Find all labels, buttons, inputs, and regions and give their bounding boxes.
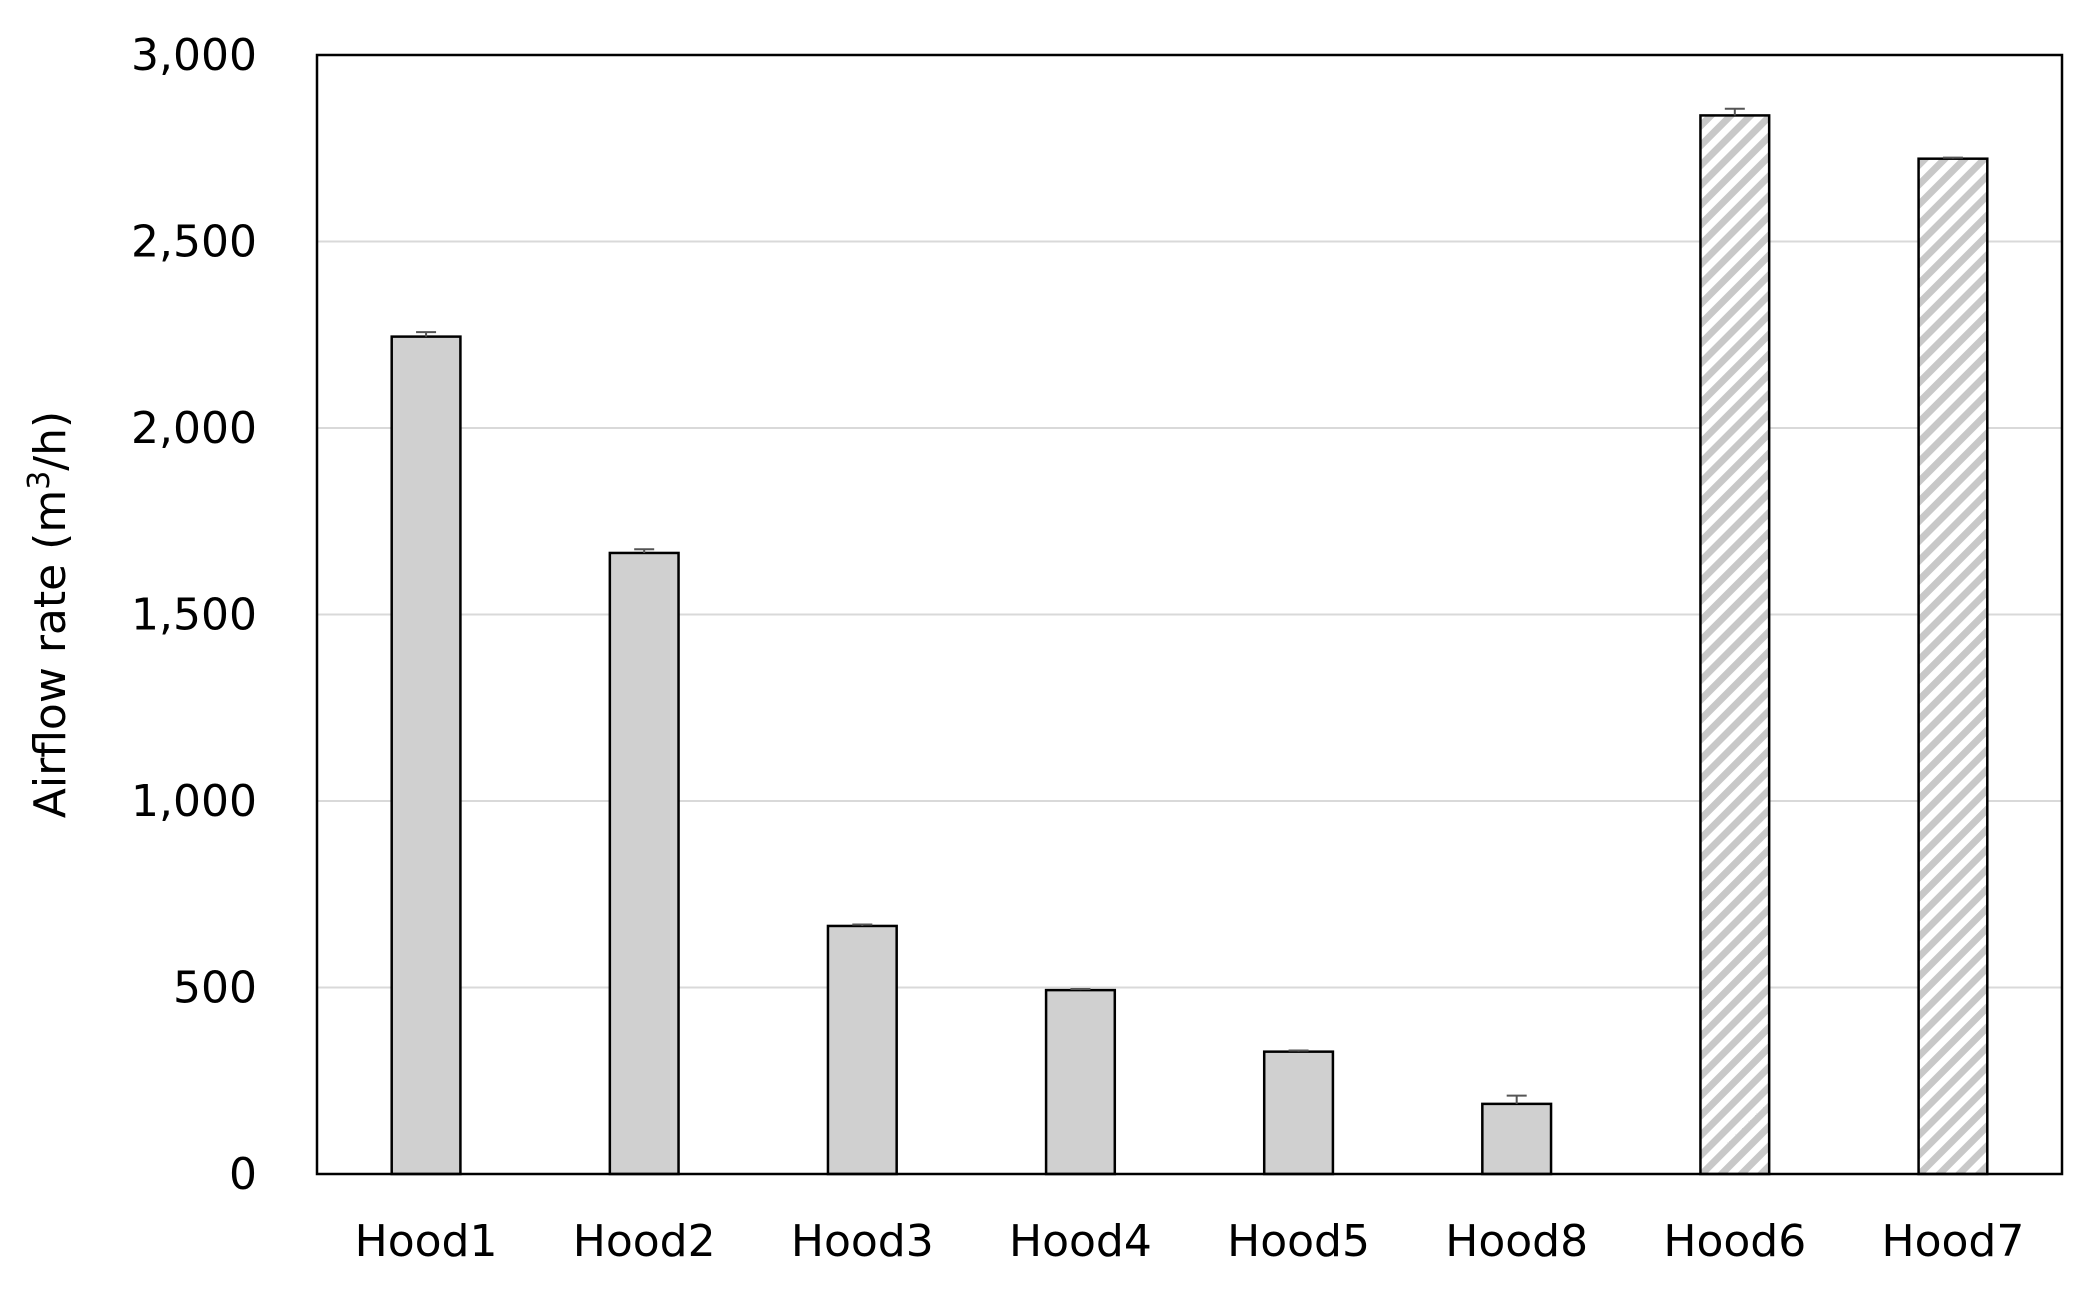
x-tick-label: Hood2 [573, 1216, 716, 1267]
x-tick-label: Hood1 [355, 1216, 498, 1267]
y-tick-label: 2,000 [131, 403, 257, 454]
error-bars [416, 107, 1963, 1104]
error-bar-hood3 [852, 923, 873, 926]
bar-hood3 [826, 924, 898, 1176]
x-tick-label: Hood4 [1009, 1216, 1152, 1267]
bar-hood1 [390, 335, 462, 1176]
bar-hood2 [608, 551, 680, 1176]
error-bar-hood4 [1070, 987, 1091, 991]
y-axis-title: Airflow rate (m3/h) [22, 411, 76, 818]
x-tick-label: Hood6 [1663, 1216, 1806, 1267]
y-tick-label: 2,500 [131, 217, 257, 268]
bar-hood6 [1699, 114, 1771, 1176]
bar-hood8 [1481, 1102, 1553, 1176]
error-bar-hood2 [634, 548, 655, 553]
error-bar-hood6 [1724, 107, 1745, 116]
bar-hood4 [1044, 988, 1117, 1176]
bar-hood5 [1262, 1050, 1335, 1176]
y-tick-label: 1,000 [131, 776, 257, 827]
bars [390, 114, 1989, 1176]
bar-hood7 [1917, 157, 1989, 1176]
grid-lines [317, 240, 2062, 989]
y-tick-label: 3,000 [131, 30, 257, 81]
plot-frame [315, 53, 2064, 1176]
x-axis-ticks: Hood1 Hood2 Hood3 Hood4 Hood5 Hood8 Hood6 Hood7 [355, 1216, 2025, 1267]
x-tick-label: Hood7 [1882, 1216, 2025, 1267]
y-tick-label: 1,500 [131, 590, 257, 641]
y-tick-label: 500 [173, 963, 257, 1014]
x-tick-label: Hood8 [1445, 1216, 1588, 1267]
error-bar-hood5 [1288, 1049, 1309, 1052]
error-bar-hood8 [1506, 1094, 1527, 1104]
x-tick-label: Hood3 [791, 1216, 934, 1267]
error-bar-hood7 [1942, 156, 1963, 159]
y-axis-ticks: 0 500 1,000 1,500 2,000 2,500 3,000 [131, 30, 257, 1200]
error-bar-hood1 [416, 331, 437, 337]
x-tick-label: Hood5 [1227, 1216, 1370, 1267]
y-tick-label: 0 [229, 1149, 257, 1200]
